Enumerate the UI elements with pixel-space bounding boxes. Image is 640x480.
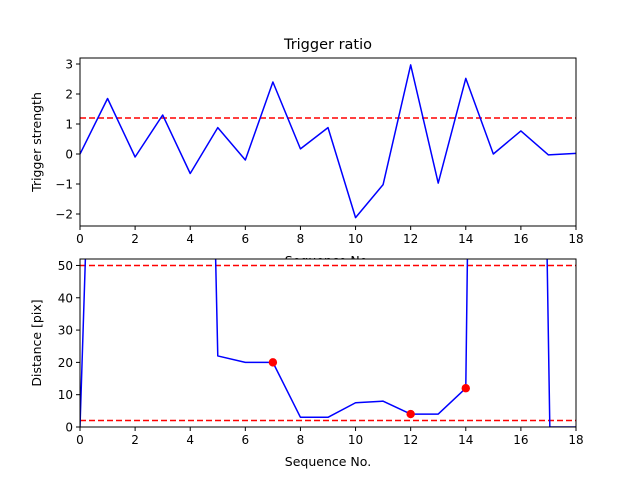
bottom-xtick-label: 10 — [348, 433, 363, 447]
top-xtick-label: 10 — [348, 232, 363, 246]
top-ylabel: Trigger strength — [29, 92, 44, 193]
top-ytick-label: 3 — [65, 58, 73, 72]
bottom-marker-point — [406, 409, 415, 419]
bottom-xtick-label: 8 — [297, 433, 305, 447]
bottom-axes-frame — [79, 258, 577, 428]
top-xtick-label: 2 — [131, 232, 139, 246]
top-ytick-label: 1 — [65, 118, 73, 132]
top-xtick-label: 0 — [76, 232, 84, 246]
bottom-xtick-label: 2 — [131, 433, 139, 447]
bottom-ytick-label: 40 — [58, 291, 73, 305]
top-ytick-label: 2 — [65, 88, 73, 102]
bottom-plot-area — [80, 259, 576, 427]
top-xtick-label: 16 — [513, 232, 528, 246]
top-series-line-0 — [80, 64, 576, 219]
bottom-xtick-label: 14 — [458, 433, 473, 447]
bottom-xtick-label: 4 — [186, 433, 194, 447]
bottom-xlabel: Sequence No. — [285, 454, 371, 469]
bottom-xtick-label: 6 — [242, 433, 250, 447]
bottom-marker-point — [461, 384, 470, 393]
bottom-ylabel: Distance [pix] — [29, 299, 44, 386]
bottom-xtick-label: 18 — [568, 433, 583, 447]
bottom-ytick-label: 20 — [58, 356, 73, 370]
bottom-xtick-label: 16 — [513, 433, 528, 447]
bottom-series-line-0 — [80, 259, 576, 427]
bottom-ytick-label: 30 — [58, 324, 73, 338]
bottom-ticks: 0 2 4 6 8 10 12 14 16 18 0 10 20 30 40 50 — [58, 259, 584, 447]
top-plot-area — [80, 64, 576, 219]
bottom-marker-point — [268, 358, 278, 367]
top-ytick-label: 0 — [65, 148, 73, 162]
bottom-ytick-label: 0 — [65, 421, 73, 435]
bottom-xtick-label: 12 — [403, 433, 418, 447]
top-xtick-label: 4 — [186, 232, 194, 246]
bottom-xtick-label: 0 — [76, 433, 84, 447]
bottom-ytick-label: 10 — [58, 388, 73, 402]
top-xtick-label: 18 — [568, 232, 583, 246]
top-xtick-label: 14 — [458, 232, 473, 246]
top-axes-frame — [79, 57, 577, 227]
top-ytick-label: −2 — [55, 208, 73, 222]
top-xtick-label: 6 — [242, 232, 250, 246]
top-xtick-label: 12 — [403, 232, 418, 246]
bottom-ytick-label: 50 — [58, 259, 73, 273]
top-title: Trigger ratio — [283, 37, 372, 53]
bottom-axes-background — [80, 259, 576, 427]
top-ytick-label: −1 — [55, 178, 73, 192]
top-xtick-label: 8 — [297, 232, 305, 246]
